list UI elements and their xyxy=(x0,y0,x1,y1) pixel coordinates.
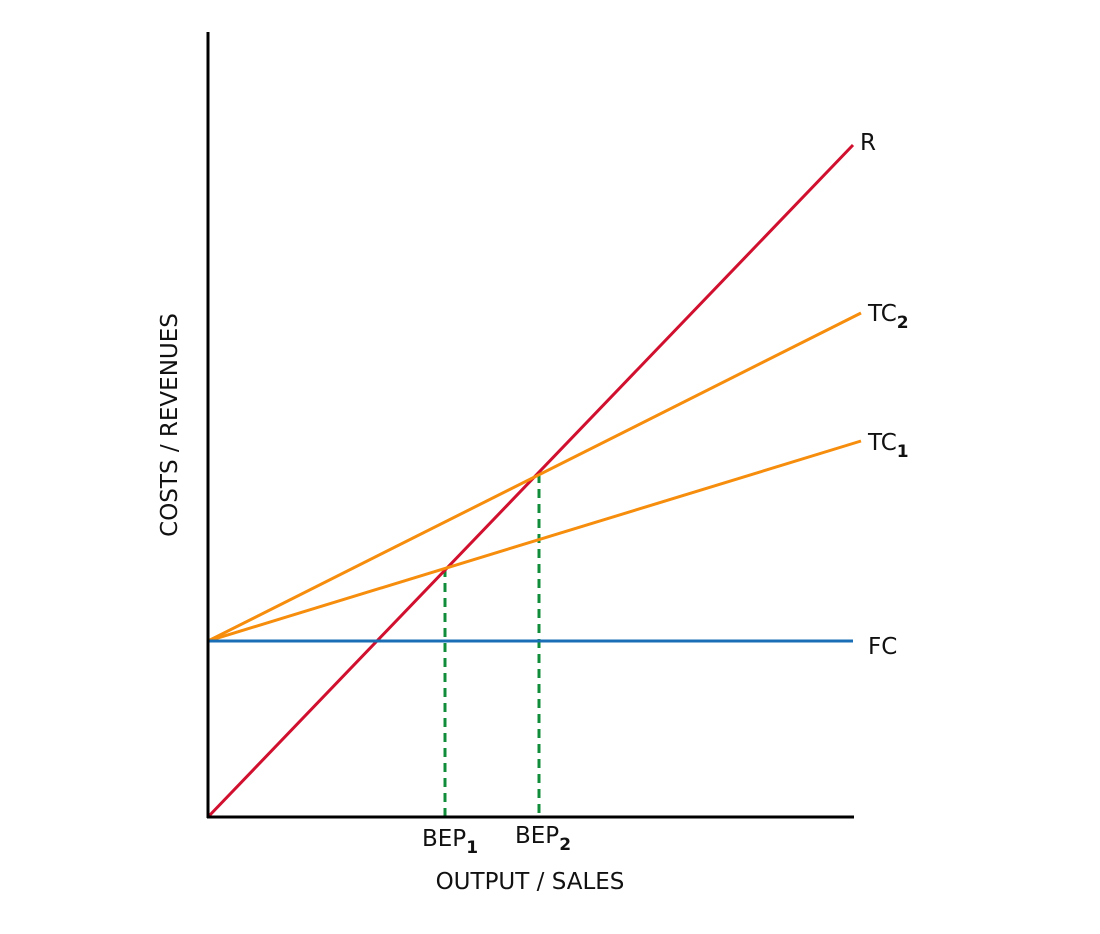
r-line xyxy=(206,143,855,819)
tc1-label: TC1 xyxy=(867,430,909,462)
fc-label: FC xyxy=(868,634,897,660)
bep-1-label: BEP1 xyxy=(422,826,478,858)
x-axis-label: OUTPUT / SALES xyxy=(436,869,625,895)
r-label: R xyxy=(860,130,876,156)
tc2-label: TC2 xyxy=(867,301,909,333)
y-axis-label: COSTS / REVENUES xyxy=(157,313,183,537)
tc1-line xyxy=(207,439,862,643)
bep-2-label: BEP2 xyxy=(515,823,571,855)
tc2-line xyxy=(207,311,862,643)
